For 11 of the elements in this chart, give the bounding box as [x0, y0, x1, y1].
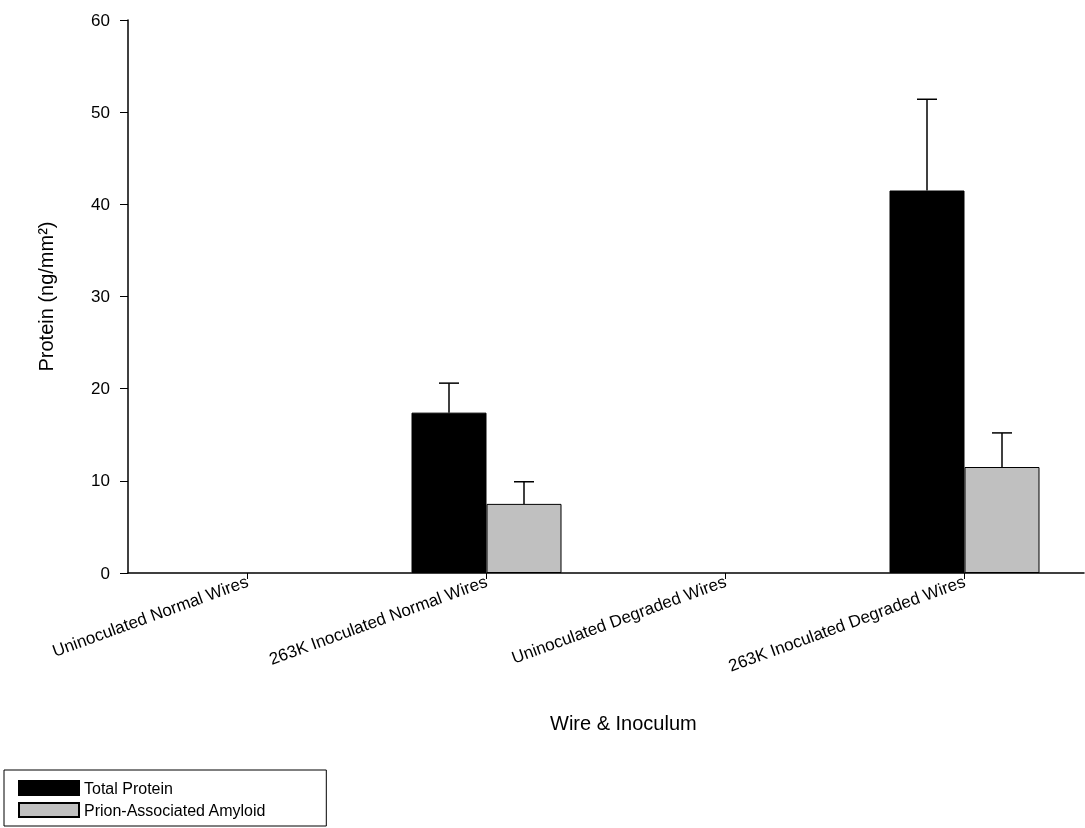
y-tick-label: 50 — [91, 102, 110, 122]
legend-label: Prion-Associated Amyloid — [84, 801, 266, 819]
y-axis-title: Protein (ng/mm²) — [35, 221, 57, 372]
y-tick-label: 30 — [91, 287, 110, 306]
y-tick-label: 10 — [91, 471, 110, 491]
y-tick-label: 60 — [91, 10, 110, 30]
y-tick-label: 40 — [91, 194, 110, 214]
y-tick-label: 20 — [91, 379, 110, 399]
x-axis-title: Wire & Inoculum — [550, 712, 697, 734]
y-tick-label: 0 — [100, 563, 110, 583]
legend-label: Total Protein — [84, 779, 173, 797]
